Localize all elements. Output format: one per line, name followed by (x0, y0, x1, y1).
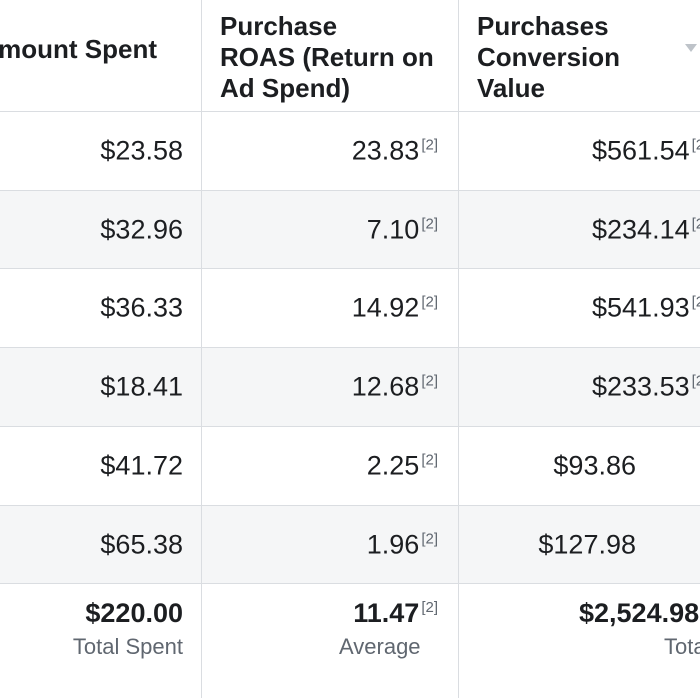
conversion-total-label: Total (664, 634, 700, 659)
header-amount-spent[interactable]: mount Spent (0, 0, 202, 111)
total-spent-value: $220.00 (85, 598, 183, 628)
roas-average-wrap: 11.47 [2] (353, 598, 438, 629)
cell-conversion-value: $541.93[2] (459, 269, 700, 347)
cell-conversion-value: $127.98 (459, 506, 700, 583)
cv-footnote-ref[interactable]: [2] (691, 215, 700, 232)
roas-footnote-ref[interactable]: [2] (421, 215, 438, 232)
cell-amount-spent: $36.33 (0, 269, 202, 347)
header-purchase-roas-label: Purchase ROAS (Return on Ad Spend) (220, 11, 434, 104)
cv-value-wrap: $561.54[2] (592, 136, 700, 167)
cell-amount-spent: $65.38 (0, 506, 202, 583)
roas-value-wrap: 7.10 [2] (367, 214, 438, 245)
amount-spent-value: $65.38 (100, 529, 183, 559)
cv-value-wrap: $234.14[2] (592, 214, 700, 245)
cell-conversion-total: $2,524.98 Total (459, 584, 700, 698)
cell-purchase-roas: 12.68 [2] (202, 348, 459, 426)
header-roas-line-1: Purchase (220, 11, 338, 41)
header-cv-line-3: Value (477, 73, 545, 103)
amount-spent-value: $32.96 (100, 214, 183, 244)
roas-value-wrap: 14.92 [2] (352, 293, 438, 324)
header-purchases-conversion-value[interactable]: Purchases Conversion Value (459, 0, 700, 111)
cell-purchase-roas: 1.96 [2] (202, 506, 459, 583)
sort-descending-icon[interactable] (685, 44, 697, 52)
roas-value-wrap: 2.25 [2] (367, 451, 438, 482)
conversion-value: $561.54 (592, 135, 690, 166)
roas-value: 12.68 (351, 371, 420, 402)
roas-value: 14.92 (351, 292, 420, 323)
roas-value: 2.25 (366, 450, 420, 481)
amount-spent-value: $23.58 (100, 135, 183, 166)
amount-spent-value: $41.72 (100, 450, 183, 481)
header-cv-line-2: Conversion (477, 42, 621, 72)
cell-amount-spent: $18.41 (0, 348, 202, 426)
cv-value-wrap: $541.93[2] (592, 293, 700, 324)
table-row: $41.72 2.25 [2] $93.86 (0, 427, 700, 506)
roas-footnote-ref[interactable]: [2] (421, 136, 438, 154)
cell-amount-spent: $32.96 (0, 191, 202, 268)
cell-conversion-value: $93.86 (459, 427, 700, 505)
roas-footnote-ref[interactable]: [2] (421, 530, 438, 547)
cell-purchase-roas: 14.92 [2] (202, 269, 459, 347)
roas-value: 7.10 (366, 214, 420, 244)
header-roas-line-3: Ad Spend) (220, 73, 350, 103)
roas-average-value: 11.47 (353, 598, 420, 628)
roas-value-wrap: 1.96 [2] (367, 529, 438, 560)
cv-value-wrap: $233.53[2] (592, 372, 700, 403)
roas-value-wrap: 23.83 [2] (352, 136, 438, 167)
table-row: $65.38 1.96 [2] $127.98 (0, 506, 700, 584)
conversion-value: $234.14 (592, 214, 690, 244)
conversion-value: $541.93 (592, 292, 690, 323)
cell-conversion-value: $234.14[2] (459, 191, 700, 268)
header-amount-spent-label: mount Spent (0, 34, 157, 64)
roas-footnote-ref[interactable]: [2] (421, 451, 438, 469)
roas-average-footnote-ref[interactable]: [2] (421, 599, 438, 616)
conversion-value: $93.86 (553, 450, 636, 481)
table-row: $32.96 7.10[2] $234.14[2] (0, 191, 700, 269)
roas-footnote-ref[interactable]: [2] (421, 372, 438, 390)
header-conversion-value-label: Purchases Conversion Value (477, 11, 620, 104)
cell-roas-average: 11.47 [2] Average (202, 584, 459, 698)
table-row: $18.41 12.68[2] $233.53[2] (0, 348, 700, 427)
cell-amount-spent: $41.72 (0, 427, 202, 505)
table-row: $23.58 23.83[2] $561.54[2] (0, 112, 700, 191)
total-spent-label: Total Spent (72, 634, 183, 659)
roas-footnote-ref[interactable]: [2] (421, 293, 438, 311)
conversion-value: $233.53 (592, 371, 690, 402)
header-purchase-roas[interactable]: Purchase ROAS (Return on Ad Spend) (202, 0, 459, 111)
cell-purchase-roas: 7.10 [2] (202, 191, 459, 268)
header-cv-line-1: Purchases (477, 11, 609, 41)
roas-value-wrap: 12.68 [2] (352, 372, 438, 403)
cell-purchase-roas: 23.83 [2] (202, 112, 459, 190)
roas-value: 1.96 (366, 529, 420, 559)
cell-purchase-roas: 2.25 [2] (202, 427, 459, 505)
conversion-value: $127.98 (538, 529, 636, 559)
table-header: mount Spent Purchase ROAS (Return on Ad … (0, 0, 700, 112)
cell-total-spent: $220.00 Total Spent (0, 584, 202, 698)
roas-value: 23.83 (351, 135, 420, 166)
cv-footnote-ref[interactable]: [2] (691, 136, 700, 154)
cv-footnote-ref[interactable]: [2] (691, 293, 700, 311)
cv-footnote-ref[interactable]: [2] (691, 372, 700, 390)
roas-average-label: Average (339, 634, 421, 659)
cell-amount-spent: $23.58 (0, 112, 202, 190)
cell-conversion-value: $561.54[2] (459, 112, 700, 190)
header-roas-line-2: ROAS (Return on (220, 42, 434, 72)
conversion-total-value: $2,524.98 (579, 598, 700, 628)
table-row: $36.33 14.92[2] $541.93[2] (0, 269, 700, 348)
amount-spent-value: $18.41 (100, 371, 183, 402)
cell-conversion-value: $233.53[2] (459, 348, 700, 426)
totals-row: $220.00 Total Spent 11.47 [2] Average $2,… (0, 584, 700, 698)
amount-spent-value: $36.33 (100, 292, 183, 323)
